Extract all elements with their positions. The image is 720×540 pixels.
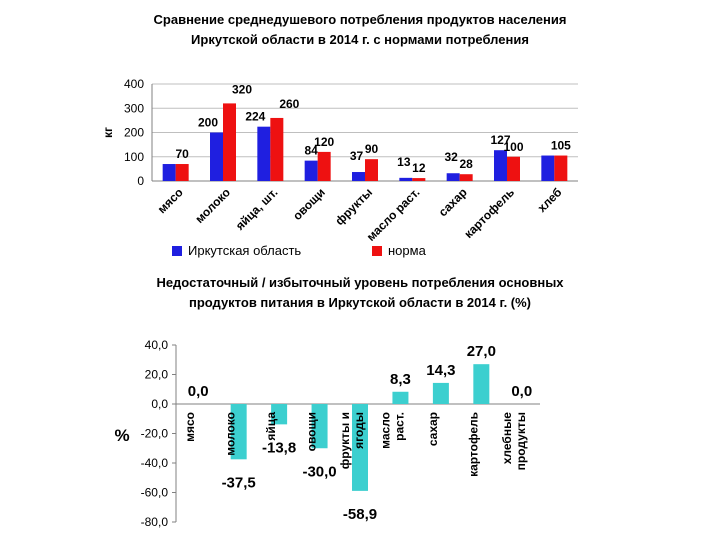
data-label: 28	[459, 157, 473, 171]
legend-label-norm: норма	[388, 243, 426, 258]
bar-deviation	[311, 404, 328, 449]
bar-deviation	[271, 404, 288, 425]
x-tick-label: хлебные	[500, 412, 514, 465]
legend-swatch-norm	[372, 245, 382, 256]
chart1-title-line2: Иркутской области в 2014 г. с нормами по…	[191, 32, 529, 47]
bar-deviation	[352, 404, 368, 491]
bar-deviation	[230, 404, 247, 460]
x-tick-label: ягоды	[352, 412, 366, 449]
y-tick-label: 20,0	[145, 368, 169, 382]
x-tick-label: продукты	[514, 412, 528, 470]
x-tick-label: масло	[378, 412, 392, 449]
bar-norm	[223, 103, 236, 181]
data-label: -58,9	[343, 506, 377, 523]
y-tick-label: -80,0	[141, 515, 169, 529]
bar-irkutsk	[352, 172, 365, 181]
legend-label-irkutsk: Иркутская область	[188, 243, 302, 258]
data-label: 120	[314, 135, 334, 149]
y-tick-label: 200	[124, 126, 144, 140]
data-label: 320	[232, 82, 252, 96]
bar-norm	[507, 156, 520, 181]
legend-swatch-irkutsk	[172, 245, 182, 256]
x-tick-label: фрукты и	[338, 412, 352, 469]
chart2-title: Недостаточный / избыточный уровень потре…	[60, 273, 660, 313]
bar-norm	[365, 159, 378, 181]
data-label: 224	[245, 110, 265, 124]
x-tick-label: сахар	[426, 412, 440, 446]
data-label: 84	[304, 144, 318, 158]
bar-deviation	[432, 382, 449, 404]
data-label: 127	[490, 133, 510, 147]
data-label: -13,8	[262, 439, 296, 456]
data-label: 32	[444, 150, 458, 164]
data-label: 14,3	[426, 362, 455, 379]
y-tick-label: 0,0	[151, 397, 168, 411]
bar-norm	[554, 155, 568, 181]
data-label: -30,0	[302, 463, 336, 480]
bar-irkutsk	[162, 164, 176, 181]
x-tick-label: овощи	[305, 412, 319, 451]
y-tick-label: -20,0	[141, 427, 169, 441]
bar-irkutsk	[257, 126, 271, 181]
data-label: 260	[279, 97, 299, 111]
bar-deviation	[392, 391, 409, 404]
data-label: 90	[365, 142, 379, 156]
data-label: 105	[551, 139, 571, 153]
consumption-comparison-chart: 0100200300400кг70мясо200320молоко224260я…	[101, 77, 578, 244]
y-tick-label: 0	[137, 174, 144, 188]
data-label: -37,5	[222, 474, 256, 491]
x-tick-label: раст.	[392, 412, 406, 441]
chart2-title-line1: Недостаточный / избыточный уровень потре…	[156, 275, 564, 290]
y-axis-label: %	[114, 426, 129, 445]
legend-item-norm: норма	[372, 243, 426, 258]
y-tick-label: 400	[124, 77, 144, 91]
y-tick-label: 300	[124, 101, 144, 115]
bar-deviation	[473, 364, 490, 404]
data-label: 37	[350, 149, 364, 163]
bar-irkutsk	[541, 155, 555, 181]
legend-item-irkutsk: Иркутская область	[172, 243, 301, 258]
data-label: 70	[175, 147, 189, 161]
y-axis-label: кг	[101, 127, 115, 138]
data-label: 0,0	[511, 383, 532, 400]
data-label: 13	[397, 155, 411, 169]
bar-irkutsk	[446, 173, 460, 181]
bar-irkutsk	[494, 150, 507, 181]
y-tick-label: 100	[124, 150, 144, 164]
chart1-title: Сравнение среднедушевого потребления про…	[60, 10, 660, 50]
y-tick-label: 40,0	[145, 338, 169, 352]
data-label: 12	[412, 161, 426, 175]
x-tick-label: картофель	[466, 412, 480, 477]
bar-norm	[175, 164, 189, 181]
y-tick-label: -40,0	[141, 456, 169, 470]
bar-irkutsk	[210, 132, 223, 181]
data-label: 0,0	[188, 383, 209, 400]
bar-irkutsk	[304, 160, 318, 181]
data-label: 100	[503, 140, 523, 154]
data-label: 200	[198, 116, 218, 130]
data-label: 27,0	[467, 343, 496, 360]
x-tick-label: молоко	[224, 412, 238, 456]
bar-norm	[412, 178, 426, 181]
bar-norm	[459, 174, 473, 181]
x-tick-label: мясо	[183, 412, 197, 442]
data-label: 8,3	[390, 371, 411, 388]
bar-norm	[270, 117, 284, 181]
chart2-title-line2: продуктов питания в Иркутской области в …	[188, 295, 532, 310]
bar-irkutsk	[399, 177, 413, 181]
y-tick-label: -60,0	[141, 486, 169, 500]
chart1-title-line1: Сравнение среднедушевого потребления про…	[153, 12, 567, 27]
bar-norm	[317, 151, 331, 181]
x-tick-label: яйца	[264, 412, 278, 441]
